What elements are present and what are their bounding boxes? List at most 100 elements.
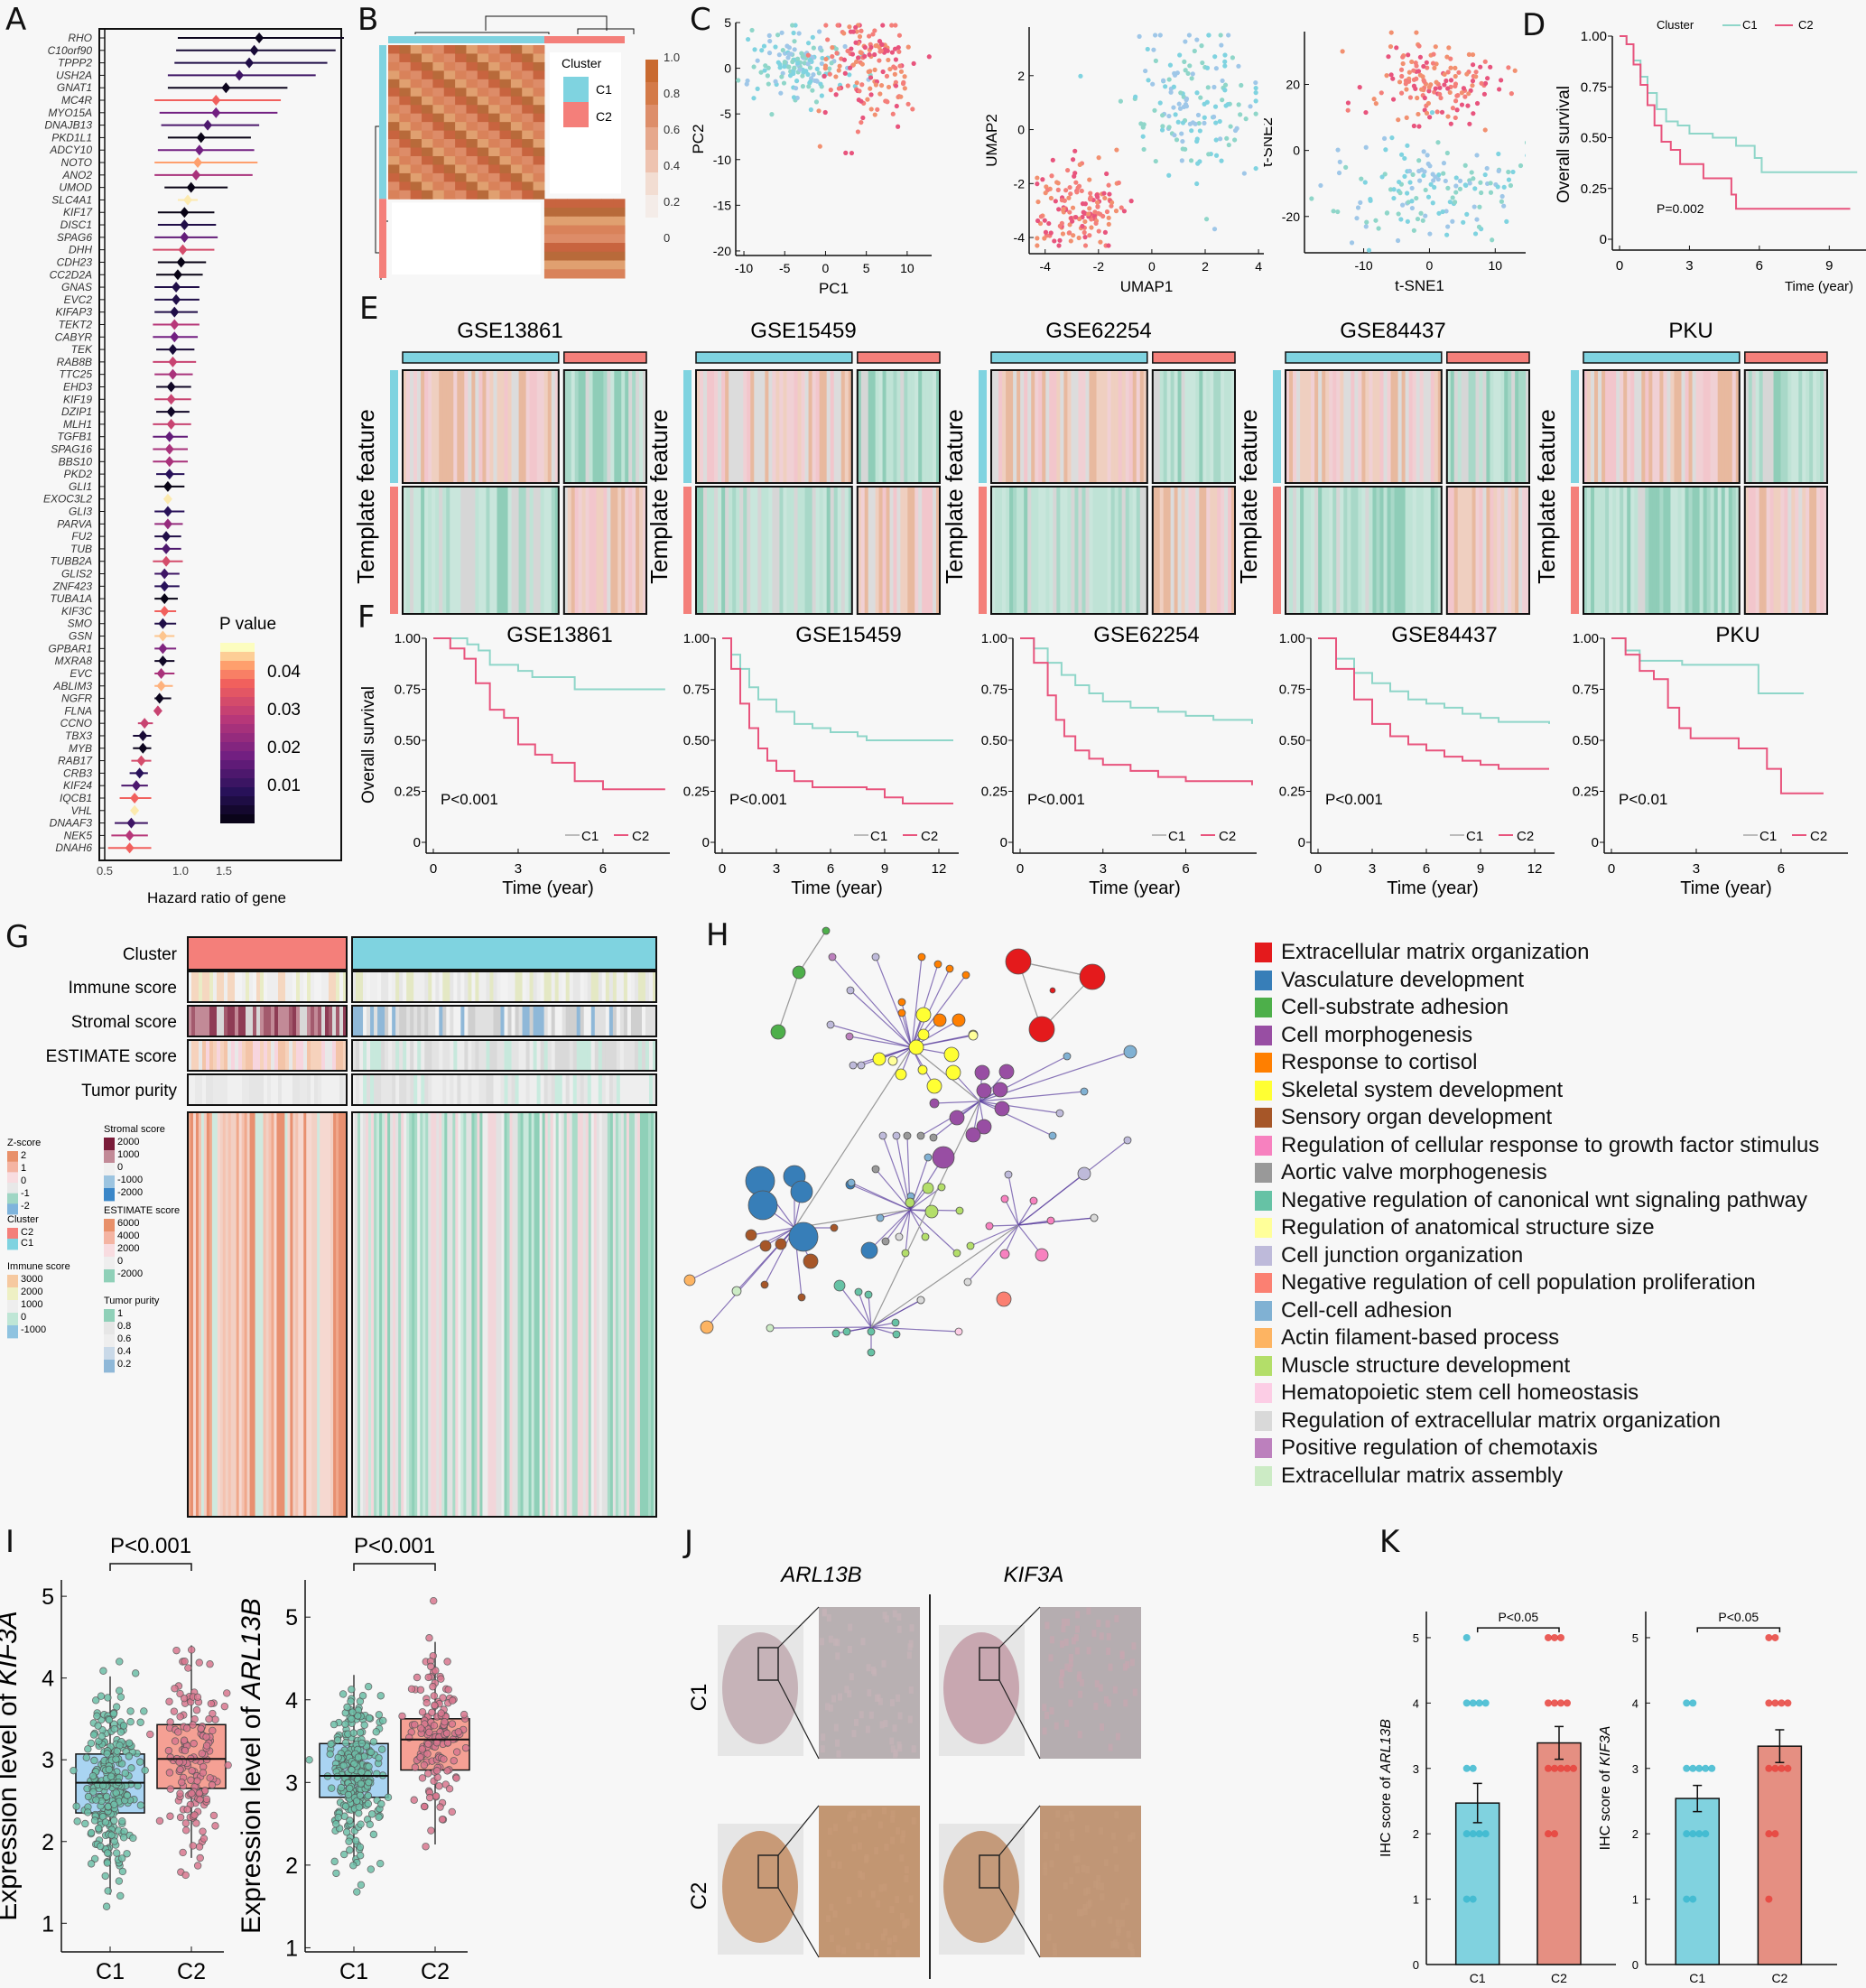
data-point-c2: [926, 54, 932, 60]
data-point-c1: [103, 1859, 112, 1867]
heatmap-column: [768, 370, 773, 483]
heatmap-column: [714, 487, 719, 614]
data-point-c1: [1376, 226, 1381, 231]
heatmap-cell: [533, 172, 545, 182]
data-point-c1: [337, 1783, 346, 1792]
heatmap-column: [1450, 370, 1455, 483]
heatmap-column: [1020, 370, 1025, 483]
network-node: [921, 1232, 930, 1241]
gene-label: TTC25: [59, 368, 92, 381]
track-cell: [598, 1040, 603, 1071]
heatmap-column: [1031, 370, 1035, 483]
data-point-c1: [1228, 124, 1233, 129]
heatmap-column: [1482, 370, 1487, 483]
hr-marker: [162, 493, 172, 505]
y-tick-label: 4: [1632, 1696, 1639, 1710]
track-cell: [641, 1074, 646, 1105]
track-cell: [471, 1074, 476, 1105]
track-cell: [554, 1006, 560, 1036]
heatmap-column: [1060, 487, 1064, 614]
heatmap-cell: [388, 155, 400, 165]
data-point-c1: [1219, 158, 1224, 163]
heatmap-column: [812, 370, 817, 483]
heatmap-cell: [488, 190, 501, 200]
network-node: [1049, 987, 1056, 994]
heatmap-column: [511, 487, 515, 614]
heatmap-cell: [410, 45, 422, 54]
heatmap-column: [255, 1112, 258, 1517]
data-point-c2: [1079, 188, 1084, 194]
heatmap-column: [718, 487, 722, 614]
heatmap-cell: [422, 61, 433, 71]
tissue-texture: [1068, 1653, 1073, 1661]
heatmap-column: [1181, 370, 1185, 483]
track-cell: [616, 1006, 621, 1036]
heatmap-column: [441, 1112, 445, 1517]
heatmap-column: [1638, 487, 1642, 614]
tissue-texture: [853, 1718, 859, 1726]
track-cell: [572, 971, 578, 1002]
data-point-c1: [376, 1859, 385, 1868]
network-node: [759, 1240, 772, 1252]
heatmap-column: [904, 487, 908, 614]
data-point-c2: [1379, 90, 1384, 96]
data-point-c2: [859, 98, 864, 104]
heatmap-column: [1063, 487, 1068, 614]
heatmap-cell: [477, 190, 489, 200]
data-point-c1: [334, 1813, 342, 1822]
track-cell: [543, 971, 549, 1002]
track-cell: [199, 1006, 203, 1036]
data-point-c2: [1470, 79, 1476, 84]
data-point-c2: [1066, 195, 1072, 200]
track-cell: [363, 1006, 367, 1036]
tissue-texture: [892, 1935, 897, 1943]
track-cell: [580, 1006, 585, 1036]
data-point-c1: [339, 1761, 348, 1770]
network-node: [916, 1296, 925, 1305]
heatmap-column: [1703, 487, 1708, 614]
track-cell: [446, 1074, 450, 1105]
track-cell: [388, 1006, 393, 1036]
data-point-c1: [1202, 115, 1207, 120]
x-axis-label: UMAP1: [1120, 278, 1174, 295]
track-cell: [500, 971, 505, 1002]
heatmap-column: [1296, 487, 1301, 614]
data-point-c1: [1428, 181, 1434, 187]
heatmap-column: [446, 370, 450, 483]
heatmap-column: [603, 370, 608, 483]
heatmap-column: [1082, 370, 1086, 483]
track-cell: [558, 1040, 563, 1071]
track-cell: [562, 1040, 567, 1071]
data-point-c2: [1094, 192, 1100, 198]
y-tick-label: 1.00: [683, 631, 710, 646]
gene-title: KIF3A: [1004, 1563, 1064, 1587]
heatmap-column: [790, 487, 794, 614]
heatmap-column: [1744, 487, 1750, 614]
legend-swatch: [1255, 1245, 1272, 1266]
track-cell: [478, 1040, 483, 1071]
heatmap-column: [322, 1112, 326, 1517]
data-point-c2: [1545, 1699, 1552, 1707]
track-cell: [518, 1006, 523, 1036]
network-node: [915, 1007, 932, 1023]
left-cluster-bar-c2: [379, 199, 386, 278]
data-point-c2: [165, 1697, 173, 1705]
data-point-c2: [417, 1724, 425, 1733]
heatmap-column: [1795, 370, 1799, 483]
heatmap-column: [447, 1112, 450, 1517]
tissue-texture: [1070, 1834, 1075, 1842]
tissue-texture: [1103, 1695, 1109, 1704]
heatmap-cell: [488, 122, 501, 132]
zoom-box: [757, 1647, 779, 1681]
data-point-c1: [758, 70, 764, 75]
heatmap-cell: [488, 155, 501, 165]
track-cell: [608, 971, 614, 1002]
data-point-c1: [749, 27, 755, 33]
legend-swatch: [7, 1161, 18, 1173]
heatmap-column: [190, 1112, 194, 1517]
hr-marker: [130, 804, 140, 816]
data-point-c2: [860, 115, 866, 121]
tissue-texture: [876, 1900, 881, 1908]
heatmap-column: [1777, 487, 1781, 614]
data-point-c1: [1180, 146, 1185, 152]
